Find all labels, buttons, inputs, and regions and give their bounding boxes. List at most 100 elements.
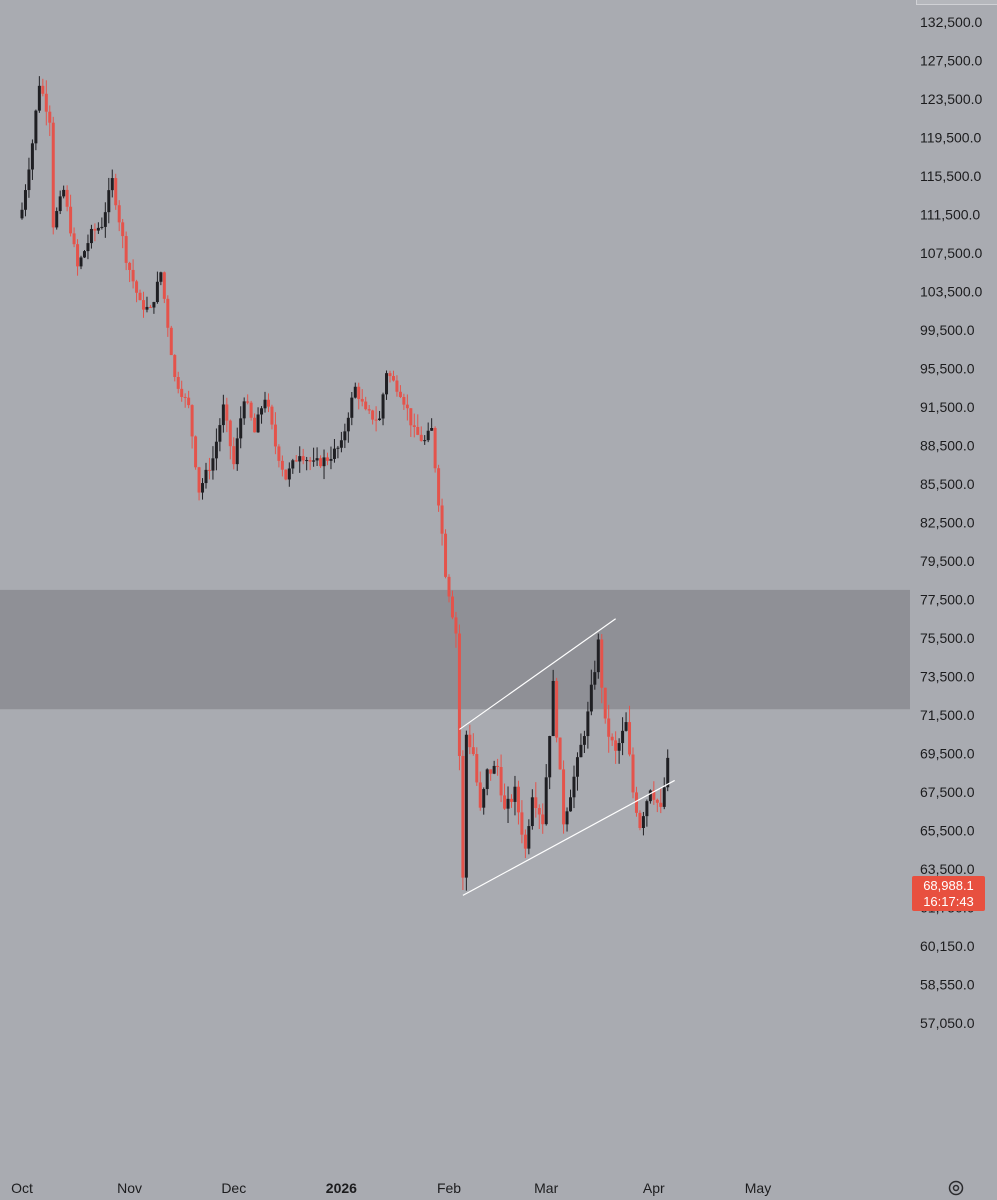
- x-tick-label: Dec: [221, 1180, 246, 1196]
- candle-body: [388, 373, 392, 377]
- candle-body: [107, 190, 111, 213]
- candle-body: [551, 680, 555, 737]
- last-price-badge: 68,988.1 16:17:43: [912, 876, 985, 911]
- candle-body: [558, 737, 562, 770]
- candle-body: [308, 460, 312, 462]
- x-tick-label: Apr: [643, 1180, 665, 1196]
- y-tick-label: 69,500.0: [920, 746, 975, 762]
- y-tick-label: 115,500.0: [920, 168, 981, 184]
- candle-body: [506, 798, 510, 809]
- candle-body: [131, 269, 135, 282]
- candle-body: [190, 405, 194, 437]
- candle-body: [416, 426, 420, 435]
- candle-body: [121, 222, 125, 237]
- candle-body: [534, 797, 538, 809]
- settings-gear-icon[interactable]: [946, 1178, 966, 1198]
- candle-body: [641, 816, 645, 828]
- candle-body: [162, 272, 166, 299]
- candle-body: [430, 428, 434, 431]
- candle-body: [114, 178, 118, 206]
- candle-body: [235, 438, 239, 465]
- candle-body: [332, 448, 336, 459]
- candle-body: [499, 767, 503, 796]
- y-tick-label: 73,500.0: [920, 669, 975, 685]
- y-tick-label: 85,500.0: [920, 476, 975, 492]
- candle-body: [398, 391, 402, 398]
- candle-body: [648, 790, 652, 802]
- candle-body: [242, 401, 246, 419]
- toolbar-corner: [916, 0, 997, 5]
- candle-body: [225, 404, 229, 421]
- candle-body: [503, 795, 507, 809]
- candle-body: [117, 205, 121, 223]
- candle-body: [256, 414, 260, 433]
- candle-body: [659, 802, 663, 807]
- candle-body: [110, 178, 114, 191]
- candle-body: [266, 399, 270, 407]
- candle-body: [197, 467, 201, 493]
- y-tick-label: 111,500.0: [920, 207, 980, 223]
- y-tick-label: 132,500.0: [920, 14, 982, 30]
- candle-body: [579, 744, 583, 758]
- candle-body: [638, 812, 642, 828]
- y-tick-label: 82,500.0: [920, 515, 975, 531]
- candle-body: [329, 458, 333, 461]
- candle-body: [409, 408, 413, 426]
- candle-body: [207, 469, 211, 471]
- candle-body: [364, 401, 368, 410]
- candle-body: [23, 190, 27, 210]
- candle-body: [221, 404, 225, 426]
- candle-body: [201, 483, 205, 493]
- candle-body: [423, 440, 427, 442]
- candle-body: [343, 431, 347, 441]
- candle-body: [336, 447, 340, 449]
- candle-body: [589, 684, 593, 712]
- candle-body: [433, 428, 437, 469]
- x-tick-label: Oct: [11, 1180, 33, 1196]
- candle-body: [76, 244, 80, 267]
- candle-body: [492, 765, 496, 774]
- candle-body: [520, 812, 524, 835]
- x-tick-label: Mar: [534, 1180, 558, 1196]
- candle-body: [412, 425, 416, 427]
- candle-body: [232, 446, 236, 465]
- candle-body: [194, 436, 198, 468]
- candle-body: [405, 404, 409, 409]
- candle-body: [572, 776, 576, 798]
- candle-body: [634, 792, 638, 813]
- candle-body: [249, 402, 253, 418]
- candle-body: [523, 834, 527, 849]
- candle-body: [86, 243, 90, 252]
- y-tick-label: 57,050.0: [920, 1015, 975, 1031]
- candle-body: [350, 397, 354, 418]
- candle-body: [353, 386, 357, 398]
- y-tick-label: 71,500.0: [920, 707, 975, 723]
- candle-body: [96, 227, 100, 231]
- candle-body: [339, 440, 343, 448]
- candle-body: [312, 460, 316, 462]
- candle-body: [457, 633, 461, 756]
- candle-body: [475, 754, 479, 783]
- candle-body: [79, 257, 83, 267]
- candle-body: [270, 406, 274, 425]
- candle-body: [41, 85, 45, 94]
- y-tick-label: 95,500.0: [920, 361, 975, 377]
- candle-body: [51, 122, 55, 228]
- candle-body: [284, 469, 288, 480]
- candle-body: [69, 206, 73, 234]
- candle-body: [93, 228, 97, 231]
- x-tick-label: 2026: [326, 1180, 357, 1196]
- candle-body: [447, 576, 451, 597]
- candle-body: [103, 212, 107, 227]
- candle-body: [464, 734, 468, 878]
- candle-body: [145, 306, 149, 310]
- candle-body: [128, 262, 132, 270]
- candle-body: [214, 441, 218, 459]
- y-tick-label: 119,500.0: [920, 130, 981, 146]
- y-tick-label: 103,500.0: [920, 284, 982, 300]
- candle-body: [496, 765, 500, 768]
- candle-body: [562, 769, 566, 825]
- candle-body: [294, 460, 298, 462]
